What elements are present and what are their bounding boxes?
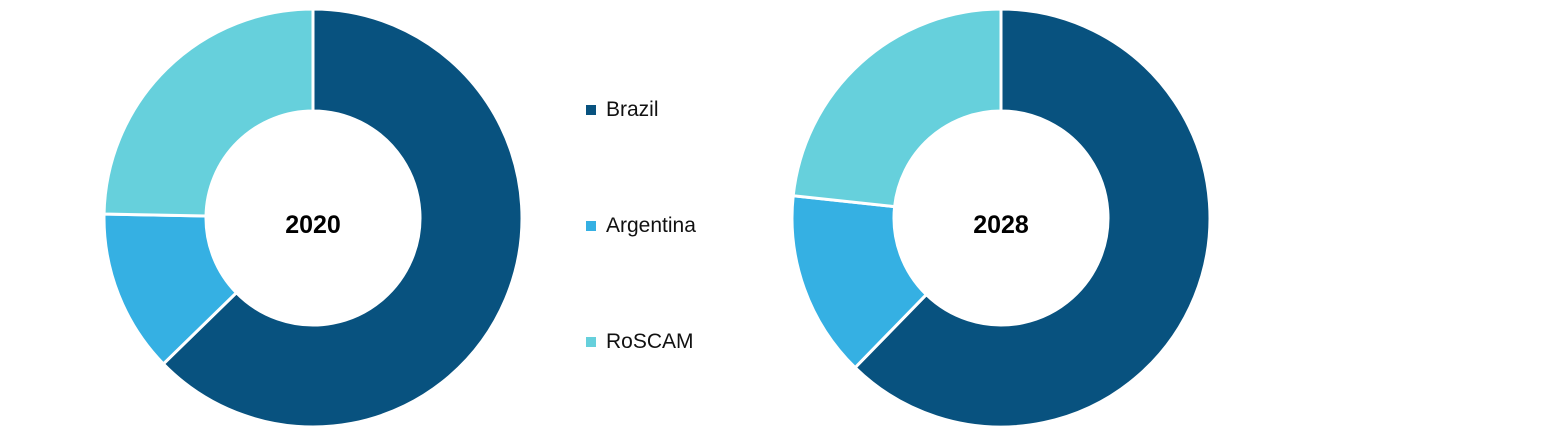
legend-label-roscam: RoSCAM [606, 330, 694, 353]
legend-item-argentina: Argentina [586, 214, 696, 238]
legend-label-brazil: Brazil [606, 98, 659, 121]
legend-label-argentina: Argentina [606, 214, 696, 237]
legend-item-brazil: Brazil [586, 98, 659, 122]
slice-2020-brazil [161, 7, 524, 429]
slice-2028-roscam [791, 7, 1003, 209]
legend-swatch-argentina [586, 221, 596, 231]
legend-item-roscam: RoSCAM [586, 330, 694, 354]
slice-2020-roscam [102, 7, 315, 218]
slice-2028-brazil [852, 7, 1212, 429]
center-label-2020: 2020 [285, 211, 341, 239]
center-label-2028: 2028 [973, 211, 1029, 239]
legend-swatch-roscam [586, 337, 596, 347]
legend-swatch-brazil [586, 105, 596, 115]
